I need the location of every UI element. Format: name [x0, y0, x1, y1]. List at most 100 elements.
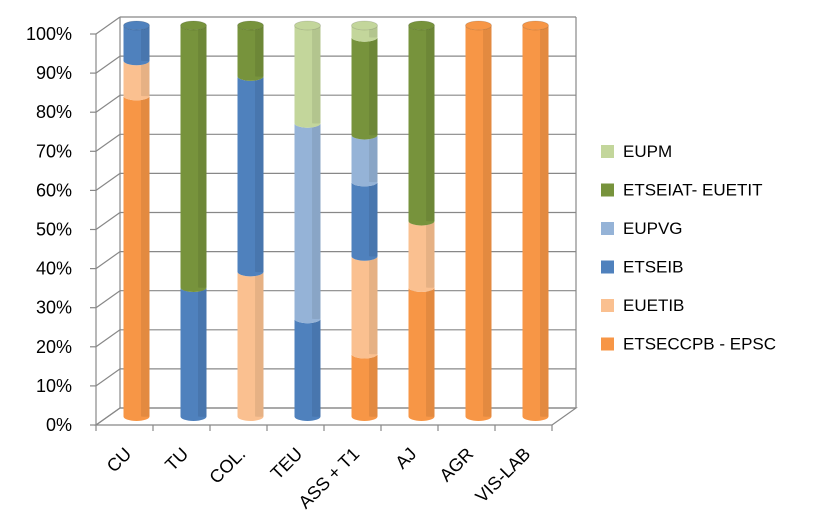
bar-segment — [294, 123, 321, 324]
bar-segment-shade — [312, 123, 321, 319]
legend-label: EUETIB — [623, 296, 684, 315]
legend-swatch — [601, 337, 614, 351]
bar-segment-shade — [141, 95, 150, 417]
x-tick-label: CU — [103, 444, 136, 477]
gridlines — [90, 16, 576, 431]
bar-segment — [237, 76, 264, 277]
bar-segment-shade — [426, 221, 435, 288]
bar-segment — [408, 287, 435, 421]
bar-segment — [408, 221, 435, 292]
bar-segment-shade — [426, 25, 435, 222]
bar-top-cap — [408, 20, 435, 31]
bar-segment — [351, 25, 378, 42]
bar-segment-shade — [312, 25, 321, 124]
x-tick-label: COL. — [205, 444, 249, 488]
legend-label: EUPM — [623, 142, 672, 161]
bar-segment-shade — [540, 25, 549, 417]
chart-walls — [94, 17, 578, 426]
x-tick-label: VIS-LAB — [471, 444, 534, 507]
y-tick-label: 100% — [26, 24, 72, 44]
bar-stack-5 — [351, 20, 378, 421]
legend-swatch — [601, 260, 614, 274]
legend-item: ETSEIAT- EUETIT — [601, 181, 762, 200]
bar-segment-shade — [369, 181, 378, 257]
legend-swatch — [601, 299, 614, 312]
legend-swatch — [601, 183, 614, 197]
legend-item: EUPVG — [601, 219, 683, 238]
legend: EUPM ETSEIAT- EUETIT EUPVG ETSEIB EUETIB ETSE… — [601, 142, 776, 354]
y-tick-label: 0% — [46, 415, 72, 435]
y-tick-label: 30% — [36, 298, 72, 318]
legend-label: ETSEIB — [623, 258, 683, 277]
legend-item: EUPM — [601, 142, 672, 161]
x-tick-label: AGR — [436, 444, 478, 486]
y-tick-label: 70% — [36, 141, 72, 161]
bar-segment-shade — [369, 353, 378, 417]
bar-stack-3 — [237, 20, 264, 421]
bar-segment — [465, 25, 492, 421]
bar-segment-shade — [369, 256, 378, 355]
bar-segment — [351, 181, 378, 261]
bar-segment-shade — [198, 287, 207, 417]
x-tick-label: TU — [161, 444, 192, 475]
gridline-diagonal — [95, 133, 121, 152]
bar-segment-shade — [369, 37, 378, 136]
bars — [123, 20, 549, 421]
bar-stack-1 — [123, 20, 150, 421]
y-tick-label: 50% — [36, 220, 72, 240]
bar-segment — [351, 134, 378, 187]
bar-top-cap — [351, 20, 378, 31]
bar-stack-2 — [180, 20, 207, 421]
legend-swatch — [601, 222, 614, 235]
gridline-diagonal — [95, 94, 121, 113]
bar-stack-6 — [408, 20, 435, 421]
bar-segment-shade — [312, 318, 321, 417]
bar-segment-shade — [426, 287, 435, 417]
bar-segment-shade — [141, 60, 150, 97]
bar-top-cap — [465, 20, 492, 31]
bar-segment — [123, 95, 150, 421]
gridline-diagonal — [95, 172, 121, 191]
legend-swatch — [601, 145, 614, 158]
y-tick-label: 10% — [36, 376, 72, 396]
bar-segment — [294, 318, 321, 421]
bar-segment — [123, 25, 150, 66]
gridline-diagonal — [95, 251, 121, 270]
bar-segment — [522, 25, 549, 421]
bar-segment-shade — [255, 271, 264, 417]
bar-segment — [180, 25, 207, 292]
x-tick-label: TEU — [267, 444, 307, 484]
y-tick-label: 40% — [36, 259, 72, 279]
bar-segment-shade — [198, 25, 207, 288]
bar-segment — [123, 60, 150, 101]
bar-segment — [351, 37, 378, 140]
bar-segment — [180, 287, 207, 421]
y-tick-label: 60% — [36, 180, 72, 200]
bar-stack-4 — [294, 20, 321, 421]
legend-label: ETSECCPB - EPSC — [623, 335, 776, 354]
gridline-diagonal — [95, 55, 121, 74]
y-tick-label: 80% — [36, 102, 72, 122]
gridline-diagonal — [95, 407, 121, 426]
bar-top-cap — [123, 20, 150, 31]
bar-stack-7 — [465, 20, 492, 421]
y-tick-label: 20% — [36, 337, 72, 357]
bar-segment-shade — [255, 76, 264, 273]
bar-segment-shade — [369, 134, 378, 183]
chart-floor — [94, 407, 578, 426]
bar-segment-shade — [483, 25, 492, 417]
x-tick-label: ASS + T1 — [295, 444, 364, 513]
bar-segment — [237, 271, 264, 421]
bar-segment — [351, 353, 378, 421]
bar-segment — [294, 25, 321, 128]
y-axis-tick-labels: 0% 10% 20% 30% 40% 50% 60% 70% 80% 90% 100% — [26, 24, 72, 435]
bar-top-cap — [180, 20, 207, 31]
gridline-diagonal — [95, 16, 121, 35]
gridline-diagonal — [95, 290, 121, 309]
bar-segment — [237, 25, 264, 81]
legend-item: ETSEIB — [601, 258, 683, 277]
gridline-diagonal — [95, 368, 121, 387]
bar-segment — [408, 25, 435, 226]
